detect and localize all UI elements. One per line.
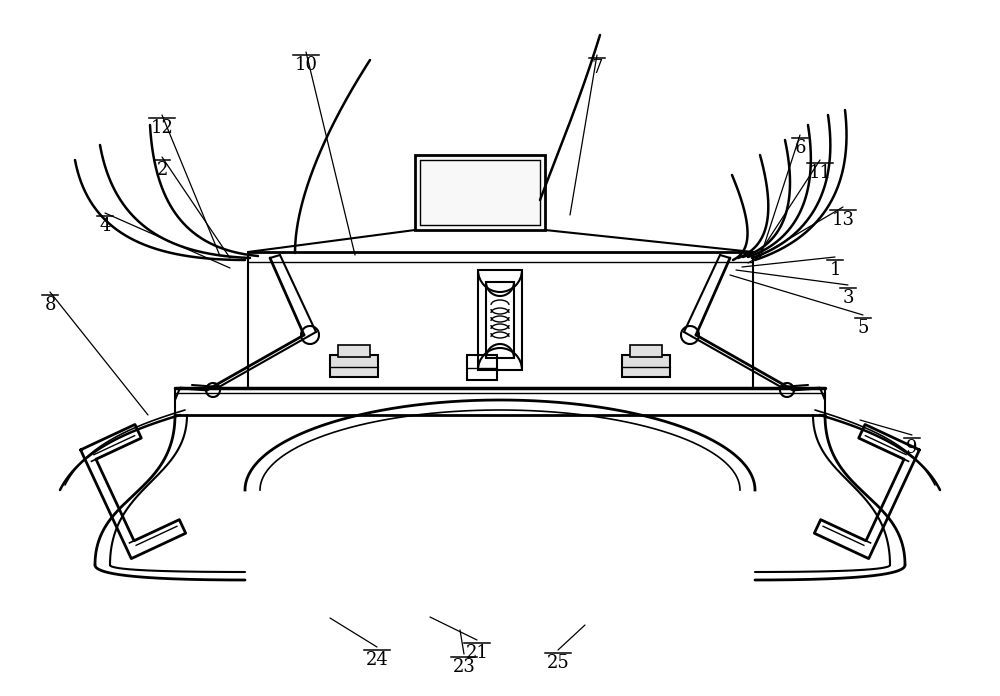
Text: 9: 9: [906, 439, 918, 457]
Bar: [478, 270, 522, 370]
Bar: [415, 155, 545, 230]
Text: 21: 21: [466, 644, 488, 662]
Text: 7: 7: [591, 59, 603, 77]
Bar: [622, 355, 670, 377]
Text: 23: 23: [453, 658, 475, 676]
Bar: [330, 355, 378, 377]
Text: 8: 8: [44, 296, 56, 314]
Text: 4: 4: [99, 217, 111, 235]
Text: 11: 11: [808, 164, 832, 182]
Text: 25: 25: [547, 654, 569, 672]
Text: 3: 3: [842, 289, 854, 307]
Bar: [338, 345, 370, 357]
Text: 13: 13: [832, 211, 854, 229]
Text: 1: 1: [829, 261, 841, 279]
Text: 24: 24: [366, 651, 388, 669]
Bar: [486, 282, 514, 358]
Bar: [467, 355, 497, 380]
Text: 2: 2: [156, 161, 168, 179]
Text: 10: 10: [294, 56, 318, 74]
Text: 12: 12: [151, 119, 173, 137]
Text: 5: 5: [857, 319, 869, 337]
Text: 6: 6: [794, 139, 806, 157]
Bar: [630, 345, 662, 357]
